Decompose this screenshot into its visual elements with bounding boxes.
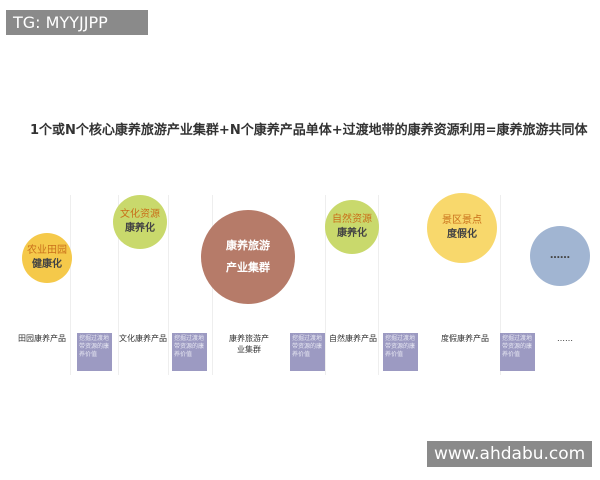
transition-box: 挖掘过渡地带资源的康养价值 [383,333,418,371]
transition-box: 挖掘过渡地带资源的康养价值 [500,333,535,371]
circle-core-cluster: 康养旅游 产业集群 [201,210,295,304]
circle-nature: 自然资源 康养化 [325,200,379,254]
circle-more: …… [530,226,590,286]
divider [378,195,379,375]
label-nature: 自然康养产品 [329,334,377,343]
site-watermark: www.ahdabu.com [427,441,593,467]
label-more: …… [557,334,573,343]
label-core: 康养旅游产业集群 [229,334,269,354]
circle-culture: 文化资源 康养化 [113,195,167,249]
watermark-tag: TG: MYYJJPP [6,10,148,35]
circle-agri: 农业田园 健康化 [22,233,72,283]
divider [70,195,71,375]
transition-box: 挖掘过渡地带资源的康养价值 [172,333,207,371]
divider [168,195,169,375]
transition-box: 挖掘过渡地带资源的康养价值 [77,333,112,371]
divider [118,195,119,375]
divider [500,195,501,375]
label-agri: 田园康养产品 [18,334,66,343]
label-culture: 文化康养产品 [119,334,167,343]
circle-scenic: 景区景点 度假化 [427,193,497,263]
diagram-title: 1个或N个核心康养旅游产业集群+N个康养产品单体+过渡地带的康养资源利用=康养旅… [30,123,588,138]
transition-box: 挖掘过渡地带资源的康养价值 [290,333,325,371]
label-resort: 度假康养产品 [441,334,489,343]
divider [325,195,326,375]
